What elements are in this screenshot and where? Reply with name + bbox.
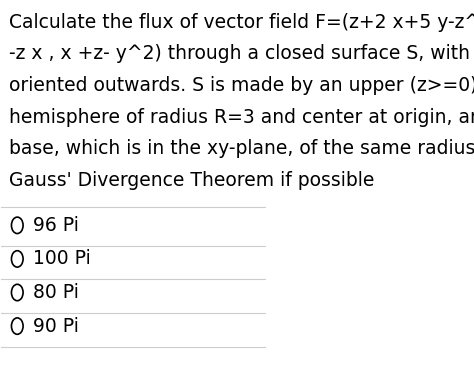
- Text: base, which is in the xy-plane, of the same radius. Use: base, which is in the xy-plane, of the s…: [9, 139, 474, 158]
- Text: hemisphere of radius R=3 and center at origin, and its disk: hemisphere of radius R=3 and center at o…: [9, 108, 474, 127]
- Text: Gauss' Divergence Theorem if possible: Gauss' Divergence Theorem if possible: [9, 171, 375, 190]
- Text: 100 Pi: 100 Pi: [33, 249, 91, 268]
- Text: 96 Pi: 96 Pi: [33, 216, 79, 235]
- Text: -z x , x +z- y^2) through a closed surface S, with normal: -z x , x +z- y^2) through a closed surfa…: [9, 44, 474, 63]
- Text: oriented outwards. S is made by an upper (z>=0): oriented outwards. S is made by an upper…: [9, 76, 474, 95]
- Text: 90 Pi: 90 Pi: [33, 317, 79, 336]
- Text: 80 Pi: 80 Pi: [33, 283, 79, 302]
- Text: Calculate the flux of vector field F=(z+2 x+5 y-z^3 , x +2 y: Calculate the flux of vector field F=(z+…: [9, 12, 474, 32]
